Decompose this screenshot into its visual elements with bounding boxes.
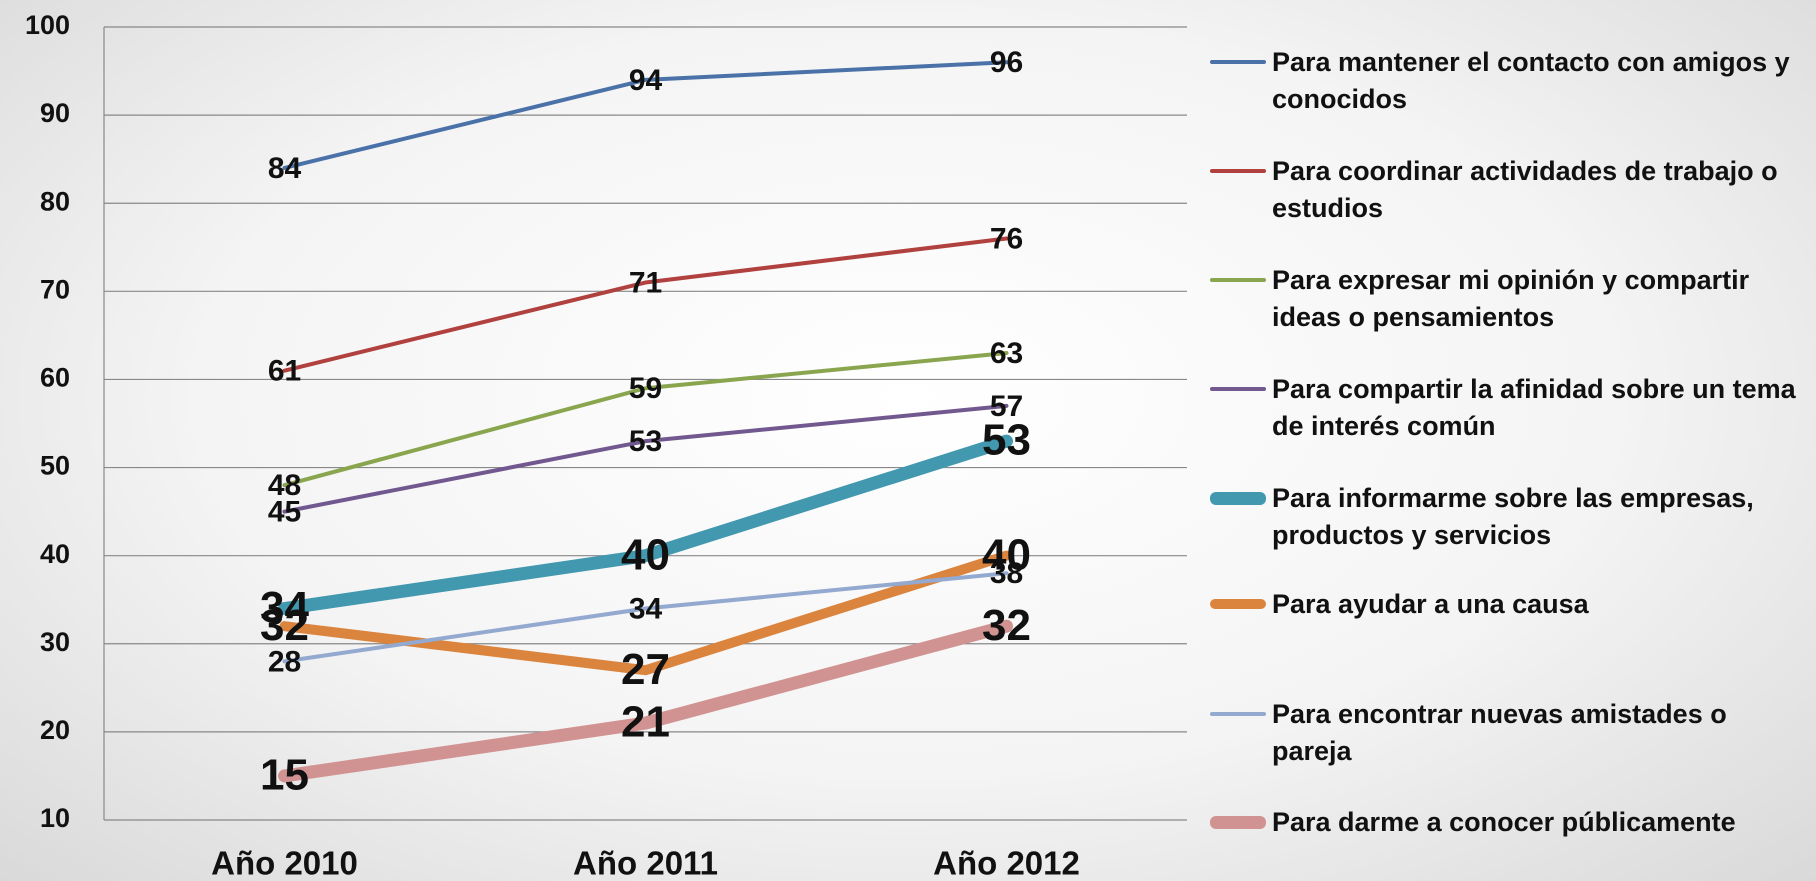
legend-label: Para ayudar a una causa [1272, 589, 1589, 619]
series-line [278, 619, 1013, 783]
data-label: 57 [990, 390, 1023, 423]
data-label: 32 [260, 601, 309, 650]
data-label: 71 [629, 266, 662, 299]
y-tick-label: 10 [40, 803, 70, 833]
series-line [282, 571, 1009, 664]
legend-label: Para coordinar actividades de trabajo o … [1272, 156, 1778, 223]
legend-swatch [1210, 599, 1266, 609]
data-label: 94 [629, 64, 663, 97]
data-label: 28 [268, 645, 301, 678]
data-label: 34 [629, 592, 663, 625]
series-line [279, 550, 1012, 676]
legend-swatch [1210, 169, 1266, 173]
legend-swatch [1210, 491, 1266, 505]
y-tick-label: 90 [40, 98, 70, 128]
series-line [282, 236, 1009, 373]
legend-label: Para informarme sobre las empresas, prod… [1272, 483, 1754, 550]
legend-label: Para expresar mi opinión y compartir ide… [1272, 265, 1750, 332]
legend-label: Para darme a conocer públicamente [1272, 807, 1736, 837]
data-label: 96 [990, 46, 1023, 79]
data-label: 27 [621, 645, 670, 694]
legend-item: Para darme a conocer públicamente [1210, 804, 1802, 841]
legend-item: Para informarme sobre las empresas, prod… [1210, 480, 1802, 554]
data-label: 40 [621, 530, 670, 579]
data-label: 38 [990, 557, 1023, 590]
data-label: 48 [268, 469, 301, 502]
y-tick-label: 50 [40, 451, 70, 481]
x-tick-label: Año 2011 [573, 845, 718, 881]
data-label: 40 [982, 530, 1031, 579]
legend-swatch [1210, 387, 1266, 391]
y-tick-label: 20 [40, 715, 70, 745]
series-line [282, 403, 1009, 514]
data-label: 45 [268, 496, 301, 529]
data-label: 32 [982, 601, 1031, 650]
data-label: 15 [260, 751, 309, 800]
y-tick-label: 80 [40, 186, 70, 216]
data-label: 61 [268, 355, 301, 388]
legend-swatch [1210, 815, 1266, 829]
data-label: 59 [629, 372, 662, 405]
y-tick-label: 100 [25, 10, 70, 40]
legend-label: Para encontrar nuevas amistades o pareja [1272, 699, 1727, 766]
legend-item: Para compartir la afinidad sobre un tema… [1210, 371, 1802, 445]
legend-swatch [1210, 60, 1266, 64]
data-label: 76 [990, 222, 1023, 255]
y-tick-label: 60 [40, 363, 70, 393]
legend-swatch [1210, 712, 1266, 716]
legend-item: Para ayudar a una causa [1210, 586, 1802, 623]
y-tick-label: 30 [40, 627, 70, 657]
legend-item: Para coordinar actividades de trabajo o … [1210, 153, 1802, 227]
series-line [282, 351, 1009, 488]
series-line [282, 60, 1009, 170]
data-label: 53 [629, 425, 662, 458]
y-tick-label: 70 [40, 274, 70, 304]
legend: Para mantener el contacto con amigos y c… [1210, 0, 1810, 881]
legend-item: Para mantener el contacto con amigos y c… [1210, 44, 1802, 118]
legend-label: Para mantener el contacto con amigos y c… [1272, 47, 1790, 114]
legend-item: Para expresar mi opinión y compartir ide… [1210, 262, 1802, 336]
y-tick-label: 40 [40, 539, 70, 569]
data-label: 53 [982, 416, 1031, 465]
series-line [278, 434, 1013, 616]
data-label: 84 [268, 152, 302, 185]
x-tick-label: Año 2010 [211, 845, 358, 881]
data-label: 21 [621, 698, 670, 747]
legend-swatch [1210, 278, 1266, 282]
legend-label: Para compartir la afinidad sobre un tema… [1272, 374, 1796, 441]
data-label: 63 [990, 337, 1023, 370]
x-tick-label: Año 2012 [933, 845, 1080, 881]
legend-item: Para encontrar nuevas amistades o pareja [1210, 696, 1802, 770]
